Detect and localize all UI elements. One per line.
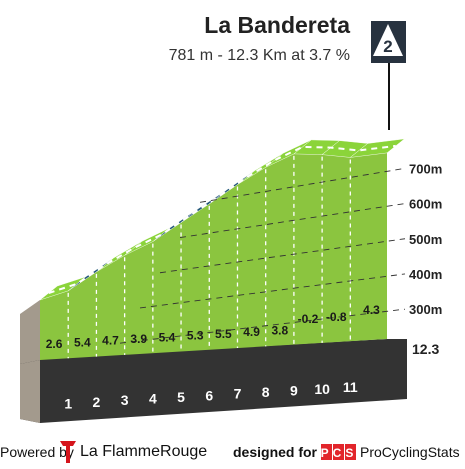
svg-text:PCS: PCS [321,446,357,460]
km-marker: 6 [205,387,213,403]
altitude-gridline [139,273,406,309]
flame-rouge-icon [60,441,76,463]
km-marker: 10 [314,381,330,397]
pcs-logo: PCS [321,444,357,460]
altitude-tick-label: 600m [409,197,442,212]
altitude-tick-label: 500m [409,232,442,247]
altitude-gridline [199,167,406,203]
km-marker: 4 [149,391,157,407]
climb-summary: 781 m - 12.3 Km at 3.7 % [168,47,350,64]
km-marker: 3 [121,392,129,408]
gradient-label: 3.8 [271,323,288,337]
altitude-gridline [159,238,406,274]
brand-name: La FlammeRouge [80,443,208,460]
profile-top-ribbon [349,138,406,158]
altitude-gridline [119,308,406,344]
base-slab [20,339,407,423]
ribbon-centre-line [48,144,396,294]
km-marker: 8 [262,384,270,400]
km-marker: 2 [93,394,101,410]
profile-side-face [40,152,387,360]
gradient-label: 4.9 [243,325,260,339]
pcs-name: ProCyclingStats [360,444,460,460]
profile-start-face-lower [20,360,40,423]
category-badge: 2 [371,21,406,63]
altitude-tick-label: 700m [409,161,442,176]
gradient-label: 3.9 [130,332,147,346]
gradient-label: 4.3 [363,303,380,317]
gradient-label: 5.4 [74,335,91,349]
climb-title: La Bandereta [204,12,350,38]
designed-for-text: designed for [233,444,318,460]
climb-profile-chart: 2 300m 400m 500m 600m 700m 2.6 5.4 4.7 3.9 5.4 5.3… [20,21,442,423]
gradient-label: 2.6 [46,337,63,351]
powered-by-text: Powered by [0,444,74,460]
gradient-label: 5.5 [215,327,232,341]
profile-start-face [20,300,40,364]
gradient-label: -0.2 [298,312,319,326]
gradient-label: -0.8 [326,310,347,324]
gradient-label: 4.7 [102,334,119,348]
footer: Powered by La FlammeRouge designed for P… [0,440,465,469]
gradient-label: 5.3 [187,329,204,343]
km-marker: 11 [343,379,358,395]
total-distance-label: 12.3 [412,341,439,357]
km-marker: 9 [290,382,298,398]
km-marker: 1 [64,395,72,411]
altitude-gridline [179,203,406,238]
altitude-tick-label: 300m [409,302,442,317]
km-marker: 7 [234,386,242,402]
category-badge-number: 2 [383,37,392,56]
gradient-label: 5.4 [159,330,176,344]
altitude-tick-label: 400m [409,267,442,282]
km-marker: 5 [177,389,185,405]
